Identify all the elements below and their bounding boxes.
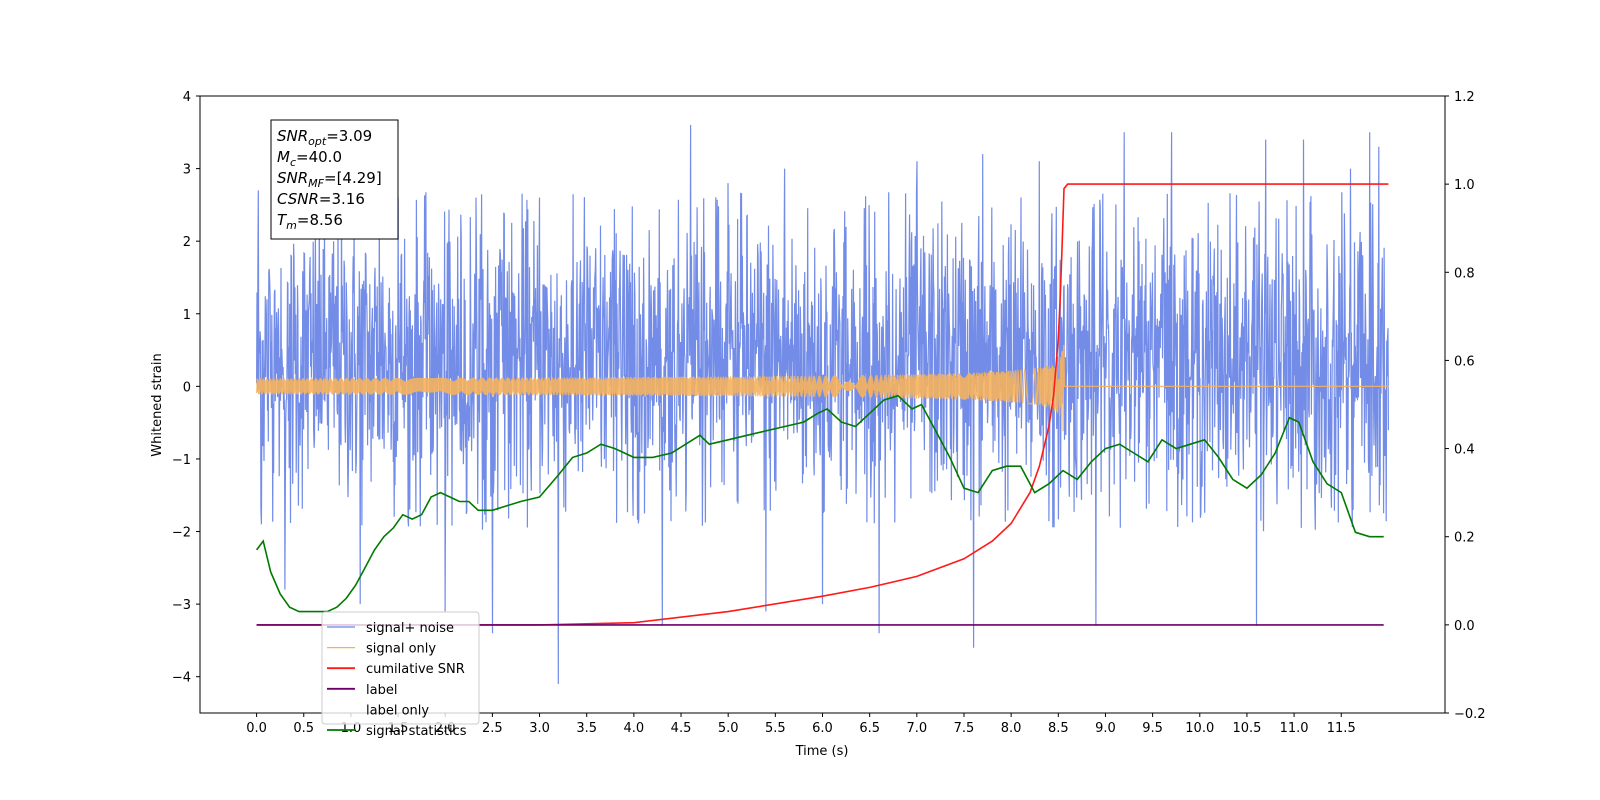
y-left-tick-label: 1 xyxy=(183,308,191,323)
x-tick-label: 2.5 xyxy=(482,721,503,736)
legend-frame xyxy=(321,611,480,725)
y-right-tick-label: −0.2 xyxy=(1454,707,1486,722)
legend-item: signal+ noise xyxy=(327,621,454,636)
y-left-tick-label: 2 xyxy=(183,235,191,250)
x-tick-label: 11.0 xyxy=(1280,721,1309,736)
annotation-line: SNRopt=3.09 xyxy=(277,127,372,148)
x-tick-label: 0.5 xyxy=(293,721,314,736)
x-tick-label: 10.5 xyxy=(1232,721,1261,736)
y-right-tick-label: 0.8 xyxy=(1454,266,1475,281)
legend-label: cumilative SNR xyxy=(366,662,465,677)
legend-label: label only xyxy=(366,703,429,718)
legend-item: label only xyxy=(327,703,429,718)
y-left-tick-label: 0 xyxy=(183,380,191,395)
x-tick-label: 1.0 xyxy=(341,721,362,736)
series-signal-noise xyxy=(256,124,1389,685)
x-tick-label: 9.0 xyxy=(1095,721,1116,736)
x-tick-label: 8.0 xyxy=(1001,721,1022,736)
x-tick-label: 4.0 xyxy=(624,721,645,736)
series-signal-statistics xyxy=(255,394,1384,613)
x-tick-label: 9.5 xyxy=(1142,721,1163,736)
annotation-line: CSNR=3.16 xyxy=(277,190,365,208)
legend: signal+ noise signal only cumilative SNR la… xyxy=(321,611,480,739)
legend-label: signal+ noise xyxy=(366,621,454,636)
legend-item: label xyxy=(327,683,397,698)
x-tick-label: 3.0 xyxy=(529,721,550,736)
x-tick-label: 1.5 xyxy=(388,721,409,736)
legend-item: signal statistics xyxy=(327,724,467,739)
y-axis-label-left: Whitened strain xyxy=(150,353,165,456)
x-axis-label: Time (s) xyxy=(795,744,849,759)
x-tick-label: 7.0 xyxy=(906,721,927,736)
y-right-tick-label: 0.0 xyxy=(1454,619,1475,634)
x-tick-label: 6.5 xyxy=(859,721,880,736)
y-right-tick-label: 1.2 xyxy=(1454,90,1475,105)
x-tick-label: 11.5 xyxy=(1327,721,1356,736)
y-left-tick-label: 4 xyxy=(183,90,191,105)
x-tick-label: 4.5 xyxy=(671,721,692,736)
y-right-tick-label: 1.0 xyxy=(1454,178,1475,193)
x-tick-label: 10.0 xyxy=(1185,721,1214,736)
y-left-tick-label: −1 xyxy=(172,453,191,468)
x-tick-label: 5.0 xyxy=(718,721,739,736)
y-left-tick-label: −2 xyxy=(172,526,191,541)
y-right-tick-label: 0.6 xyxy=(1454,354,1475,369)
legend-label: signal only xyxy=(366,642,436,657)
y-left-tick-label: −4 xyxy=(172,671,191,686)
x-tick-label: 2.0 xyxy=(435,721,456,736)
annotation-line: Tm=8.56 xyxy=(277,211,343,232)
annotation-frame xyxy=(270,119,399,240)
y-right-tick-label: 0.4 xyxy=(1454,443,1475,458)
x-tick-label: 8.5 xyxy=(1048,721,1069,736)
x-tick-label: 6.0 xyxy=(812,721,833,736)
legend-label: signal statistics xyxy=(366,724,467,739)
annotation-line: SNRMF=[4.29] xyxy=(277,169,382,190)
x-axis: 0.0 0.5 1.0 1.5 2.0 2.5 3.0 3.5 4.0 4.5 5.0 5.5 6.0 6… xyxy=(246,713,1356,736)
y-left-tick-label: −3 xyxy=(172,598,191,613)
x-tick-label: 5.5 xyxy=(765,721,786,736)
y-axis-right: 1.2 1.0 0.8 0.6 0.4 0.2 0.0 −0.2 xyxy=(1445,90,1486,722)
y-right-tick-label: 0.2 xyxy=(1454,531,1475,546)
x-tick-label: 3.5 xyxy=(576,721,597,736)
y-left-tick-label: 3 xyxy=(183,163,191,178)
annotation-line: Mc=40.0 xyxy=(277,148,342,169)
x-tick-label: 7.5 xyxy=(954,721,975,736)
series-layer xyxy=(255,124,1389,685)
legend-label: label xyxy=(366,683,397,698)
legend-item: signal only xyxy=(327,642,436,657)
legend-item: cumilative SNR xyxy=(327,662,465,677)
series-signal-only xyxy=(256,344,1389,432)
y-axis-left: 4 3 2 1 0 −1 −2 −3 −4 xyxy=(172,90,200,686)
x-tick-label: 0.0 xyxy=(246,721,267,736)
